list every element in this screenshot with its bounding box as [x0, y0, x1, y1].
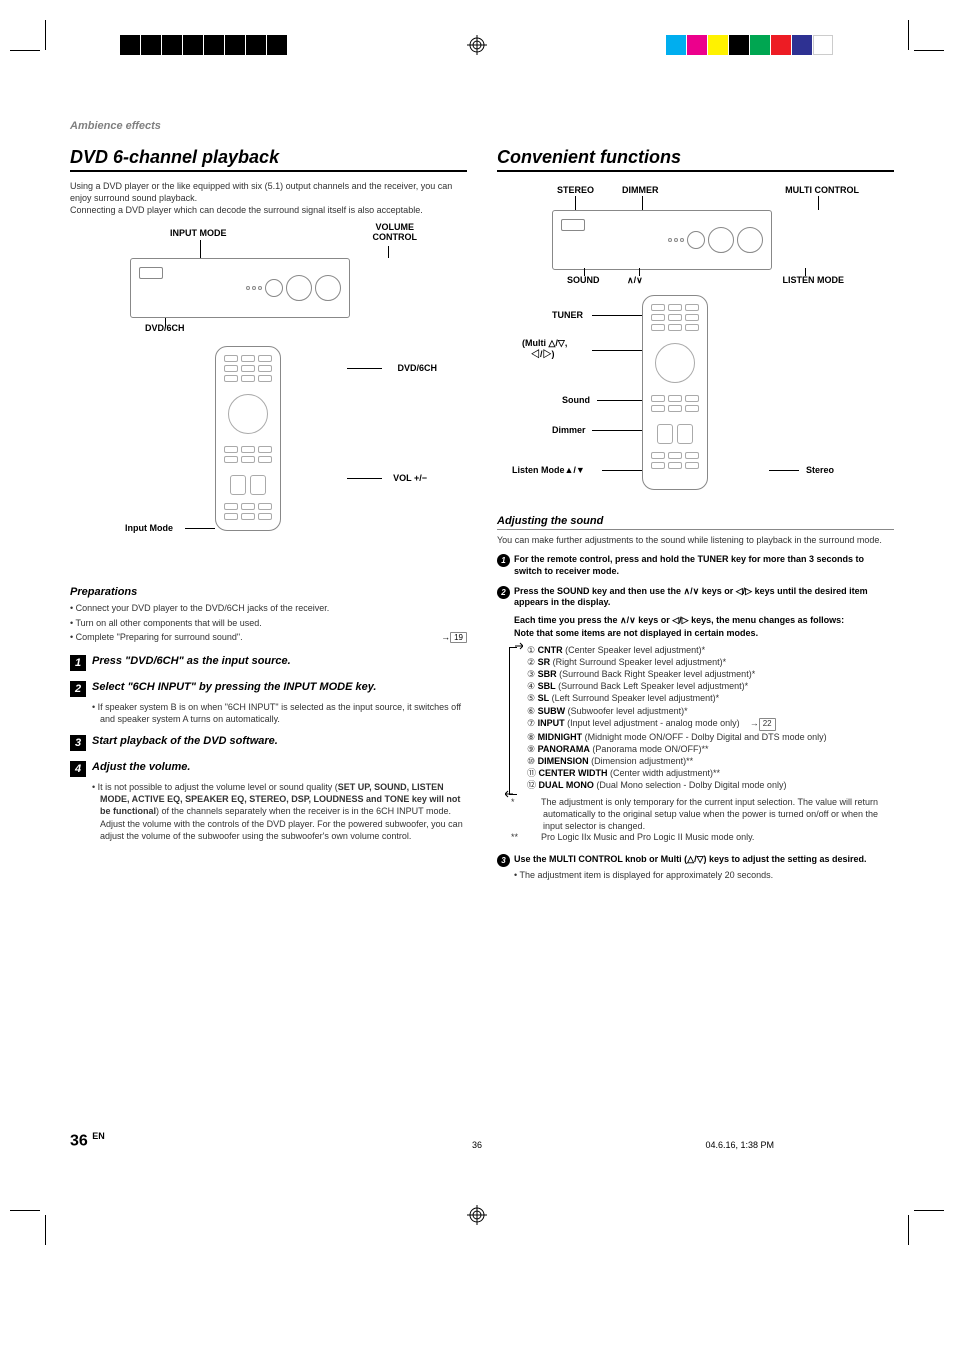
left-column: DVD 6-channel playback Using a DVD playe… [70, 147, 467, 880]
step-2-body: • If speaker system B is on when "6CH IN… [92, 701, 467, 725]
label-dimmer: DIMMER [622, 185, 659, 195]
adjustment-item: ② SR (Right Surround Speaker level adjus… [527, 656, 894, 668]
footer-center: 36 [472, 1140, 482, 1150]
adjustment-item: ① CNTR (Center Speaker level adjustment)… [527, 644, 894, 656]
arrow-icon [505, 790, 513, 798]
step-number: 3 [70, 735, 86, 751]
crop-mark [45, 20, 46, 50]
two-column-layout: DVD 6-channel playback Using a DVD playe… [70, 147, 894, 880]
crop-mark [10, 1210, 40, 1211]
step-badge: 2 [497, 586, 510, 599]
section-title-dvd: DVD 6-channel playback [70, 147, 467, 172]
adjustment-item: ⑧ MIDNIGHT (Midnight mode ON/OFF - Dolby… [527, 731, 894, 743]
step3-body: • The adjustment item is displayed for a… [514, 870, 894, 880]
label-dimmer: Dimmer [552, 425, 586, 435]
intro-text: Using a DVD player or the like equipped … [70, 180, 467, 216]
preparations-heading: Preparations [70, 586, 467, 598]
remote-illustration [642, 295, 708, 490]
receiver-illustration [130, 258, 350, 318]
print-marks-top [0, 0, 954, 80]
step-text: Adjust the volume. [92, 761, 190, 774]
prep-item: • Connect your DVD player to the DVD/6CH… [70, 602, 467, 614]
adjustment-item: ③ SBR (Surround Back Right Speaker level… [527, 668, 894, 680]
label-multi: (Multi △/▽, ◁/▷) [522, 338, 567, 360]
adjustment-item: ⑤ SL (Left Surround Speaker level adjust… [527, 692, 894, 704]
section-title-convenient: Convenient functions [497, 147, 894, 172]
label-listen-mode: LISTEN MODE [782, 275, 844, 285]
prep-item: • Complete "Preparing for surround sound… [70, 631, 243, 643]
label-listen-mode: Listen Mode▲/▼ [512, 465, 585, 475]
step-text: Start playback of the DVD software. [92, 735, 278, 748]
footnote-1: *The adjustment is only temporary for th… [527, 797, 894, 832]
step-text: Use the MULTI CONTROL knob or Multi (△/▽… [514, 854, 867, 866]
prep-item: • Turn on all other components that will… [70, 617, 467, 629]
crop-mark [914, 50, 944, 51]
footnote-2: **Pro Logic IIx Music and Pro Logic II M… [527, 832, 894, 844]
label-volume-control: VOLUMECONTROL [373, 223, 418, 243]
step-1: 1 Press "DVD/6CH" as the input source. [70, 655, 467, 671]
adjustment-item: ⑦ INPUT (Input level adjustment - analog… [527, 717, 894, 731]
step-4-body: • It is not possible to adjust the volum… [92, 781, 467, 842]
receiver-illustration [552, 210, 772, 270]
crop-mark [908, 1215, 909, 1245]
adjustment-item: ⑪ CENTER WIDTH (Center width adjustment)… [527, 767, 894, 779]
page-ref: →19 [441, 632, 467, 643]
label-multi-control: MULTI CONTROL [785, 185, 859, 195]
footer-timestamp: 04.6.16, 1:38 PM [705, 1140, 774, 1150]
color-bar-left [120, 35, 288, 55]
adjustment-items-list: ① CNTR (Center Speaker level adjustment)… [497, 644, 894, 791]
adjustment-item: ④ SBL (Surround Back Left Speaker level … [527, 680, 894, 692]
label-sound: SOUND [567, 275, 600, 285]
label-tuner: TUNER [552, 310, 583, 320]
page-content: ENGLISH Ambience effects DVD 6-channel p… [0, 80, 954, 1180]
step-text: Select "6CH INPUT" by pressing the INPUT… [92, 681, 376, 694]
step2-sub: Each time you press the ∧/∨ keys or ◁/▷ … [514, 615, 894, 626]
arrow-icon [515, 642, 523, 650]
registration-mark [467, 1205, 487, 1225]
loop-bracket-icon [509, 647, 517, 795]
label-stereo: Stereo [806, 465, 834, 475]
right-column: Convenient functions STEREO DIMMER MULTI… [497, 147, 894, 880]
label-input-mode-remote: Input Mode [125, 523, 173, 533]
page-header: Ambience effects [70, 120, 894, 132]
step-2: 2 Select "6CH INPUT" by pressing the INP… [70, 681, 467, 697]
print-marks-bottom [0, 1180, 954, 1260]
label-stereo: STEREO [557, 185, 594, 195]
label-dvd6ch-remote: DVD/6CH [397, 363, 437, 373]
step-4: 4 Adjust the volume. [70, 761, 467, 777]
step2-note: Note that some items are not displayed i… [514, 628, 894, 638]
adjustment-item: ⑨ PANORAMA (Panorama mode ON/OFF)** [527, 743, 894, 755]
crop-mark [914, 1210, 944, 1211]
step-number: 2 [70, 681, 86, 697]
step-3: 3 Start playback of the DVD software. [70, 735, 467, 751]
step-text: Press the SOUND key and then use the ∧/∨… [514, 586, 894, 609]
step-text: For the remote control, press and hold t… [514, 554, 894, 577]
adjust-step-1: 1 For the remote control, press and hold… [497, 554, 894, 577]
label-updown: ∧/∨ [627, 275, 643, 286]
crop-mark [10, 50, 40, 51]
receiver-remote-diagram-right: STEREO DIMMER MULTI CONTROL SOUND ∧/∨ LI… [497, 180, 894, 500]
step-text: Press "DVD/6CH" as the input source. [92, 655, 291, 668]
color-bar-right [666, 35, 834, 55]
page-number: 36 EN [70, 1131, 105, 1150]
remote-illustration [215, 346, 281, 531]
receiver-remote-diagram: INPUT MODE VOLUMECONTROL DVD/6CH [70, 228, 467, 568]
adjustment-item: ⑫ DUAL MONO (Dual Mono selection - Dolby… [527, 779, 894, 791]
label-sound: Sound [562, 395, 590, 405]
label-vol: VOL +/− [393, 473, 427, 483]
label-input-mode: INPUT MODE [170, 228, 227, 238]
step-badge: 1 [497, 554, 510, 567]
registration-mark [467, 35, 487, 55]
crop-mark [45, 1215, 46, 1245]
adjust-step-2: 2 Press the SOUND key and then use the ∧… [497, 586, 894, 609]
step-number: 4 [70, 761, 86, 777]
adjusting-sound-heading: Adjusting the sound [497, 515, 894, 530]
adjustment-item: ⑩ DIMENSION (Dimension adjustment)** [527, 755, 894, 767]
step-number: 1 [70, 655, 86, 671]
crop-mark [908, 20, 909, 50]
adjust-step-3: 3 Use the MULTI CONTROL knob or Multi (△… [497, 854, 894, 867]
step-badge: 3 [497, 854, 510, 867]
adjustment-item: ⑥ SUBW (Subwoofer level adjustment)* [527, 705, 894, 717]
adjusting-intro: You can make further adjustments to the … [497, 534, 894, 546]
